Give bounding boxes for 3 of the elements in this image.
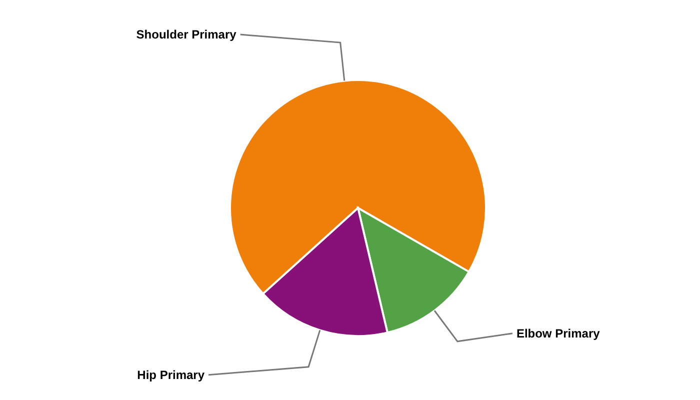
slice-label: Hip Primary — [137, 368, 205, 382]
slice-label: Shoulder Primary — [136, 28, 237, 42]
slice-label: Elbow Primary — [516, 326, 600, 341]
